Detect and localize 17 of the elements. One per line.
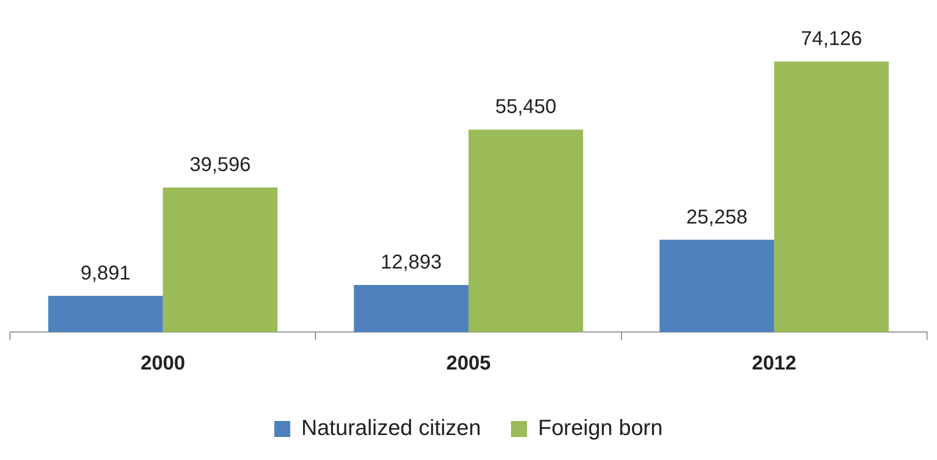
- data-label: 25,258: [686, 206, 748, 228]
- bar: [660, 240, 774, 332]
- x-tick-label: 2000: [140, 352, 186, 375]
- data-label: 12,893: [380, 251, 442, 274]
- x-tick-label: 2012: [752, 352, 796, 375]
- legend-label: Foreign born: [538, 415, 663, 440]
- bar: [468, 130, 584, 332]
- bar: [354, 284, 468, 332]
- data-label: 39,596: [190, 154, 251, 176]
- bar: [162, 187, 278, 332]
- bar: [774, 61, 889, 332]
- data-label: 9,891: [80, 262, 131, 284]
- data-label: 74,126: [800, 28, 862, 50]
- legend-label: Naturalized citizen: [301, 415, 482, 440]
- bar: [48, 296, 163, 332]
- x-tick-label: 2005: [446, 352, 491, 375]
- data-label: 55,450: [495, 96, 556, 118]
